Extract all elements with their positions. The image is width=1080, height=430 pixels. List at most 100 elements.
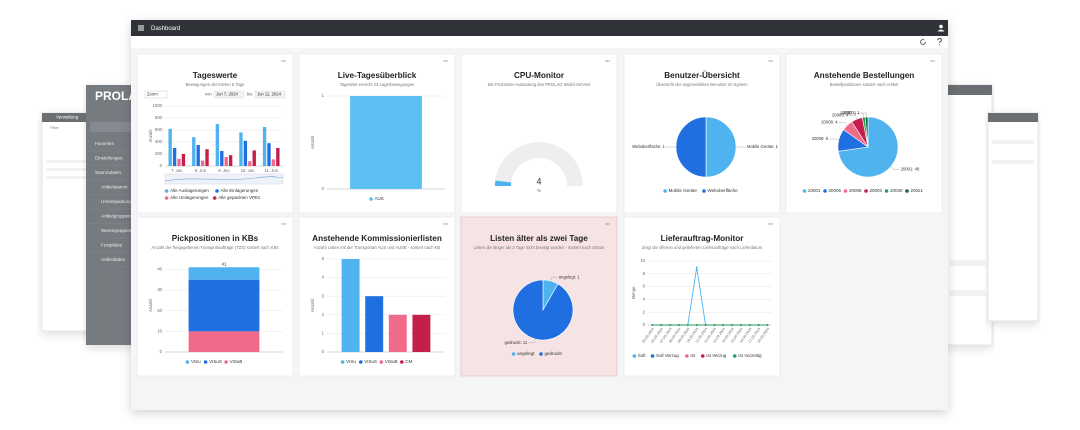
legend-label[interactable]: VISu — [346, 359, 356, 364]
legend-label[interactable]: 20008 — [849, 188, 862, 193]
bar — [215, 124, 220, 166]
card: Listen älter als zwei Tage Listen die län… — [460, 216, 618, 377]
menu-dot — [284, 223, 286, 225]
menu-dot — [445, 223, 447, 225]
legend-swatch — [650, 354, 655, 358]
navigator[interactable] — [164, 173, 284, 185]
x-tick-label: 7. Jun — [171, 168, 183, 173]
from-date[interactable] — [213, 90, 245, 99]
legend-label[interactable]: Alle Einlagerungen — [221, 188, 259, 193]
y-tick-label: 4 — [643, 297, 646, 302]
right-window-2 — [987, 112, 1039, 322]
legend-label[interactable]: Alle gepackten VPEs — [218, 195, 261, 200]
card-menu[interactable] — [605, 60, 610, 62]
legend-label[interactable]: Ist — [690, 353, 696, 358]
y-axis-label: Menge — [631, 286, 636, 299]
card-menu[interactable] — [605, 223, 610, 225]
side-menu-item: Artikelstamm — [101, 185, 128, 190]
legend-label[interactable]: VISuS — [209, 359, 222, 364]
legend-label[interactable]: VISuB — [385, 359, 398, 364]
card-menu[interactable] — [930, 60, 935, 62]
user-icon[interactable] — [937, 24, 945, 32]
card-menu[interactable] — [443, 60, 448, 62]
row — [46, 176, 86, 179]
legend-label[interactable]: 20030 — [890, 188, 903, 193]
header-bar — [131, 20, 948, 36]
card-menu[interactable] — [768, 60, 773, 62]
search-box — [90, 122, 135, 132]
legend-swatch — [685, 354, 689, 358]
legend-swatch — [379, 360, 384, 364]
legend-label[interactable]: Alle Auslagerungen — [170, 188, 209, 193]
menu-dot — [770, 223, 772, 225]
user-head — [939, 24, 943, 29]
y-axis-label: Anzahl — [310, 136, 315, 149]
legend-swatch — [185, 360, 190, 364]
legend-label[interactable]: Soll Verzug — [656, 353, 679, 358]
point — [757, 324, 760, 326]
pie-slice[interactable] — [705, 116, 737, 178]
card-subtitle: Anzahl der freigegebenen Transportaufträ… — [151, 245, 278, 250]
card: CPU-Monitor Die Prozessor-Auslastung des … — [460, 53, 618, 214]
card-menu[interactable] — [443, 223, 448, 225]
legend-label[interactable]: Weboberfläche — [708, 188, 739, 193]
x-tick-label: 8. Jun — [195, 168, 207, 173]
card: Lieferauftrag-Monitor Zeigt die offenen u… — [623, 216, 781, 377]
menu-dot — [446, 223, 448, 225]
to-date[interactable] — [254, 90, 286, 99]
legend-label[interactable]: Alle Umlagerungen — [170, 195, 209, 200]
legend-swatch — [702, 189, 706, 193]
legend-label[interactable]: VISu — [191, 359, 201, 364]
legend-label[interactable]: CM — [405, 359, 412, 364]
menu-dot — [605, 60, 607, 62]
legend-label[interactable]: 20021 — [911, 188, 924, 193]
side-menu-item: Umverpackung — [101, 199, 132, 204]
side-menu-items: Favoriten Einstellungen Stammdaten Artikels… — [88, 141, 136, 268]
legend-label[interactable]: 20001 — [808, 188, 821, 193]
help-button[interactable] — [937, 38, 942, 46]
refresh-button[interactable] — [920, 39, 926, 45]
legend-label[interactable]: 20003 — [870, 188, 883, 193]
menu-icon[interactable] — [138, 25, 144, 31]
card-menu[interactable] — [281, 60, 286, 62]
legend-swatch — [663, 189, 667, 193]
x-tick-label: 10. Jun — [241, 168, 255, 173]
zoom-select[interactable] — [144, 90, 168, 99]
card-menu[interactable] — [281, 223, 286, 225]
menu-dot — [932, 60, 934, 62]
right-window-2-header — [988, 113, 1038, 122]
legend-label[interactable]: Soll — [638, 353, 646, 358]
legend-label[interactable]: 20006 — [829, 188, 842, 193]
side-menu-item: Favoriten — [95, 141, 115, 146]
bar — [220, 151, 224, 166]
row — [46, 160, 86, 163]
legend-label[interactable]: VISuS — [364, 359, 377, 364]
y-tick-label: 10 — [157, 328, 162, 333]
bar — [172, 148, 177, 166]
legend-label[interactable]: AUS — [375, 196, 384, 201]
y-tick-label: 0 — [160, 349, 163, 354]
legend-label[interactable]: Ist Verzug — [706, 353, 727, 358]
legend-label[interactable]: VISuB — [230, 359, 243, 364]
help-icon — [937, 38, 942, 44]
legend-label[interactable]: angelegt — [517, 351, 535, 356]
slice-label: 20030: 1 — [840, 110, 857, 115]
to-label: bis — [247, 92, 252, 97]
legend-label[interactable]: Mobile Geräte — [669, 188, 698, 193]
card-subtitle: Anzahl Listen mit der Transportart AUS u… — [314, 245, 441, 250]
bar — [239, 132, 243, 166]
pie-slice[interactable] — [675, 116, 707, 178]
legend-label[interactable]: Ist Vorzeitig — [738, 353, 762, 358]
y-tick-label: 0 — [322, 349, 325, 354]
pie-slice[interactable] — [512, 279, 574, 341]
legend-swatch — [224, 360, 228, 364]
card-menu[interactable] — [768, 223, 773, 225]
card: Pickpositionen in KBs Anzahl der freigege… — [136, 216, 294, 377]
legend-swatch — [400, 360, 404, 364]
card-background — [460, 53, 618, 214]
label-leader — [528, 338, 536, 344]
legend-label[interactable]: gedruckt — [545, 351, 563, 356]
user-body — [937, 29, 945, 32]
point — [678, 324, 680, 326]
